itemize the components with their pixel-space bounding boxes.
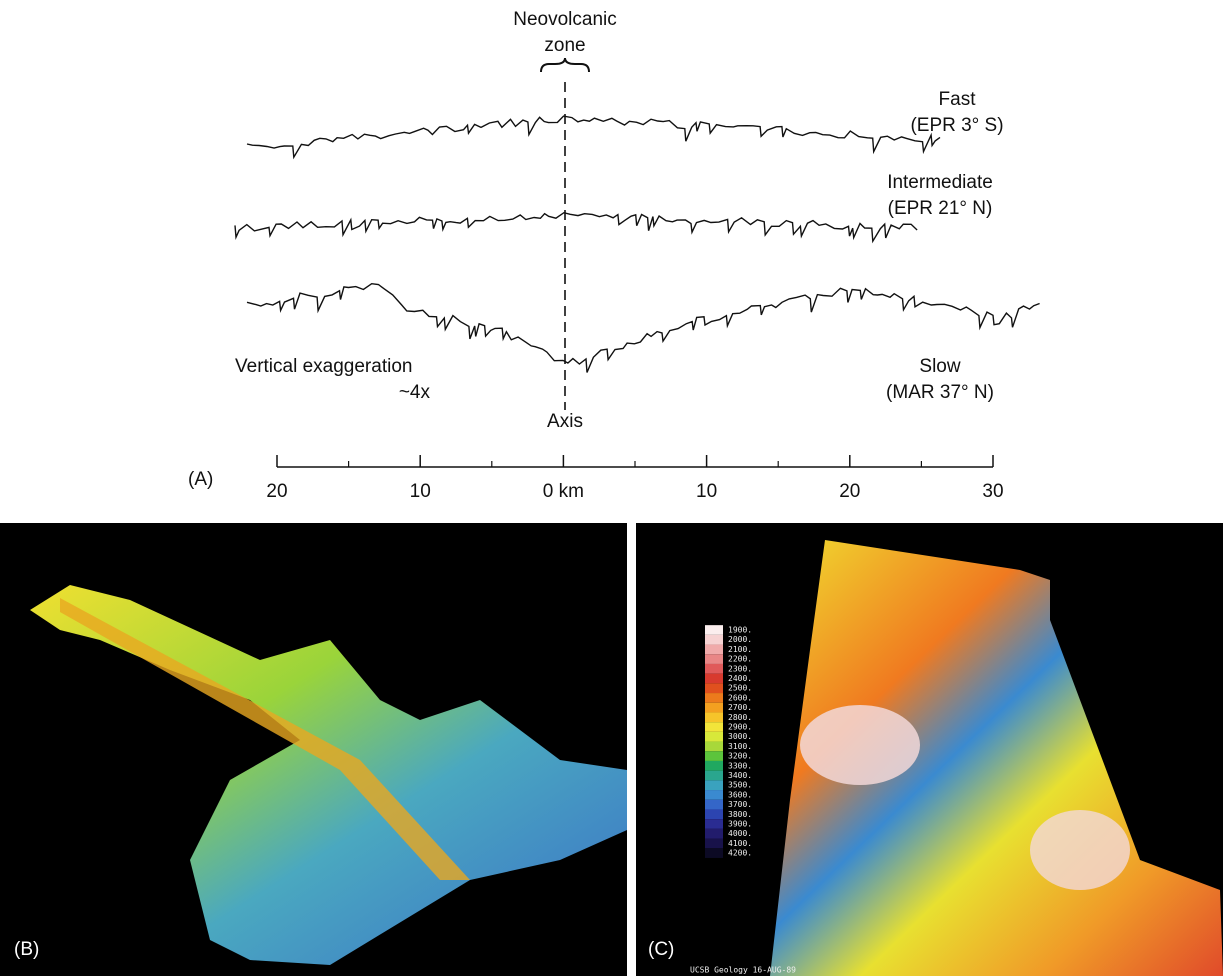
- profile: [246, 282, 1040, 373]
- colorbar-label: 2400.: [728, 674, 752, 683]
- seamount: [1030, 810, 1130, 890]
- colorbar-swatch: [705, 760, 723, 771]
- colorbar-swatch: [705, 722, 723, 732]
- ridge: [60, 598, 470, 880]
- profile: [234, 211, 918, 244]
- colorbar-swatch: [705, 702, 723, 713]
- colorbar-label: 3900.: [728, 820, 752, 829]
- colorbar-label: 2700.: [728, 703, 752, 712]
- colorbar-swatch: [705, 751, 723, 761]
- colorbar-label: 2600.: [728, 693, 752, 702]
- seamount: [800, 705, 920, 785]
- profile-name: Fast: [939, 89, 977, 110]
- zone-brace: [540, 57, 590, 73]
- colorbar-label: 4100.: [728, 839, 752, 848]
- colorbar-swatch: [705, 799, 723, 810]
- colorbar-swatch: [705, 673, 723, 684]
- colorbar-label: 3400.: [728, 771, 752, 780]
- colorbar-label: 2900.: [728, 723, 752, 732]
- panel-label: (C): [648, 939, 674, 960]
- panel-label: (A): [188, 469, 213, 490]
- colorbar-swatch: [705, 731, 723, 742]
- bathymetry: [30, 585, 627, 965]
- colorbar-swatch: [705, 625, 723, 635]
- profile-name: Intermediate: [887, 172, 993, 193]
- colorbar-label: 3600.: [728, 790, 752, 799]
- colorbar-label: 2100.: [728, 645, 752, 654]
- tick-label: 20: [266, 481, 287, 502]
- tick-label: 30: [982, 481, 1003, 502]
- colorbar-label: 3200.: [728, 752, 752, 761]
- panel-label: (B): [14, 939, 39, 960]
- colorbar-label: 3100.: [728, 742, 752, 751]
- profile-location: (EPR 3° S): [910, 115, 1003, 136]
- colorbar-swatch: [705, 770, 723, 781]
- zone-label: Neovolcanic: [513, 9, 617, 30]
- colorbar-label: 3000.: [728, 732, 752, 741]
- footer: UCSB Geology 16-AUG-89: [690, 966, 796, 975]
- tick-label: 20: [839, 481, 860, 502]
- profile-name: Slow: [919, 356, 960, 377]
- panel-a: Neovolcanic zone Fast (EPR 3° S) Interme…: [188, 9, 1040, 502]
- panel-b: (B): [0, 523, 627, 976]
- colorbar-label: 2200.: [728, 655, 752, 664]
- colorbar-swatch: [705, 780, 723, 791]
- colorbar-label: 2300.: [728, 664, 752, 673]
- colorbar-label: 1900.: [728, 626, 752, 635]
- colorbar-swatch: [705, 654, 723, 664]
- exaggeration-label: Vertical exaggeration: [235, 356, 412, 377]
- colorbar-swatch: [705, 644, 723, 655]
- zone-label: zone: [544, 35, 585, 56]
- colorbar-label: 3700.: [728, 800, 752, 809]
- colorbar-swatch: [705, 683, 723, 694]
- profile: [246, 115, 941, 160]
- tick-label: 10: [696, 481, 717, 502]
- colorbar-swatch: [705, 848, 723, 858]
- colorbar-label: 3800.: [728, 810, 752, 819]
- axis-label: Axis: [547, 411, 583, 432]
- profile-location: (EPR 21° N): [888, 198, 993, 219]
- colorbar-label: 3500.: [728, 781, 752, 790]
- colorbar-swatch: [705, 663, 723, 674]
- colorbar-swatch: [705, 693, 723, 703]
- colorbar-swatch: [705, 741, 723, 752]
- tick-label: 0 km: [543, 481, 584, 502]
- colorbar-swatch: [705, 790, 723, 800]
- colorbar-swatch: [705, 809, 723, 820]
- colorbar-label: 3300.: [728, 761, 752, 770]
- colorbar-swatch: [705, 712, 723, 723]
- colorbar-swatch: [705, 838, 723, 849]
- colorbar-swatch: [705, 634, 723, 645]
- tick-label: 10: [410, 481, 431, 502]
- colorbar-swatch: [705, 819, 723, 829]
- colorbar-swatch: [705, 828, 723, 839]
- colorbar-label: 4200.: [728, 849, 752, 858]
- exaggeration-label: ~4x: [399, 382, 431, 403]
- colorbar-label: 4000.: [728, 829, 752, 838]
- profile-location: (MAR 37° N): [886, 382, 994, 403]
- colorbar-label: 2800.: [728, 713, 752, 722]
- panel-c: (C) UCSB Geology 16-AUG-89 1900.2000.210…: [636, 523, 1223, 976]
- colorbar-label: 2000.: [728, 635, 752, 644]
- colorbar-label: 2500.: [728, 684, 752, 693]
